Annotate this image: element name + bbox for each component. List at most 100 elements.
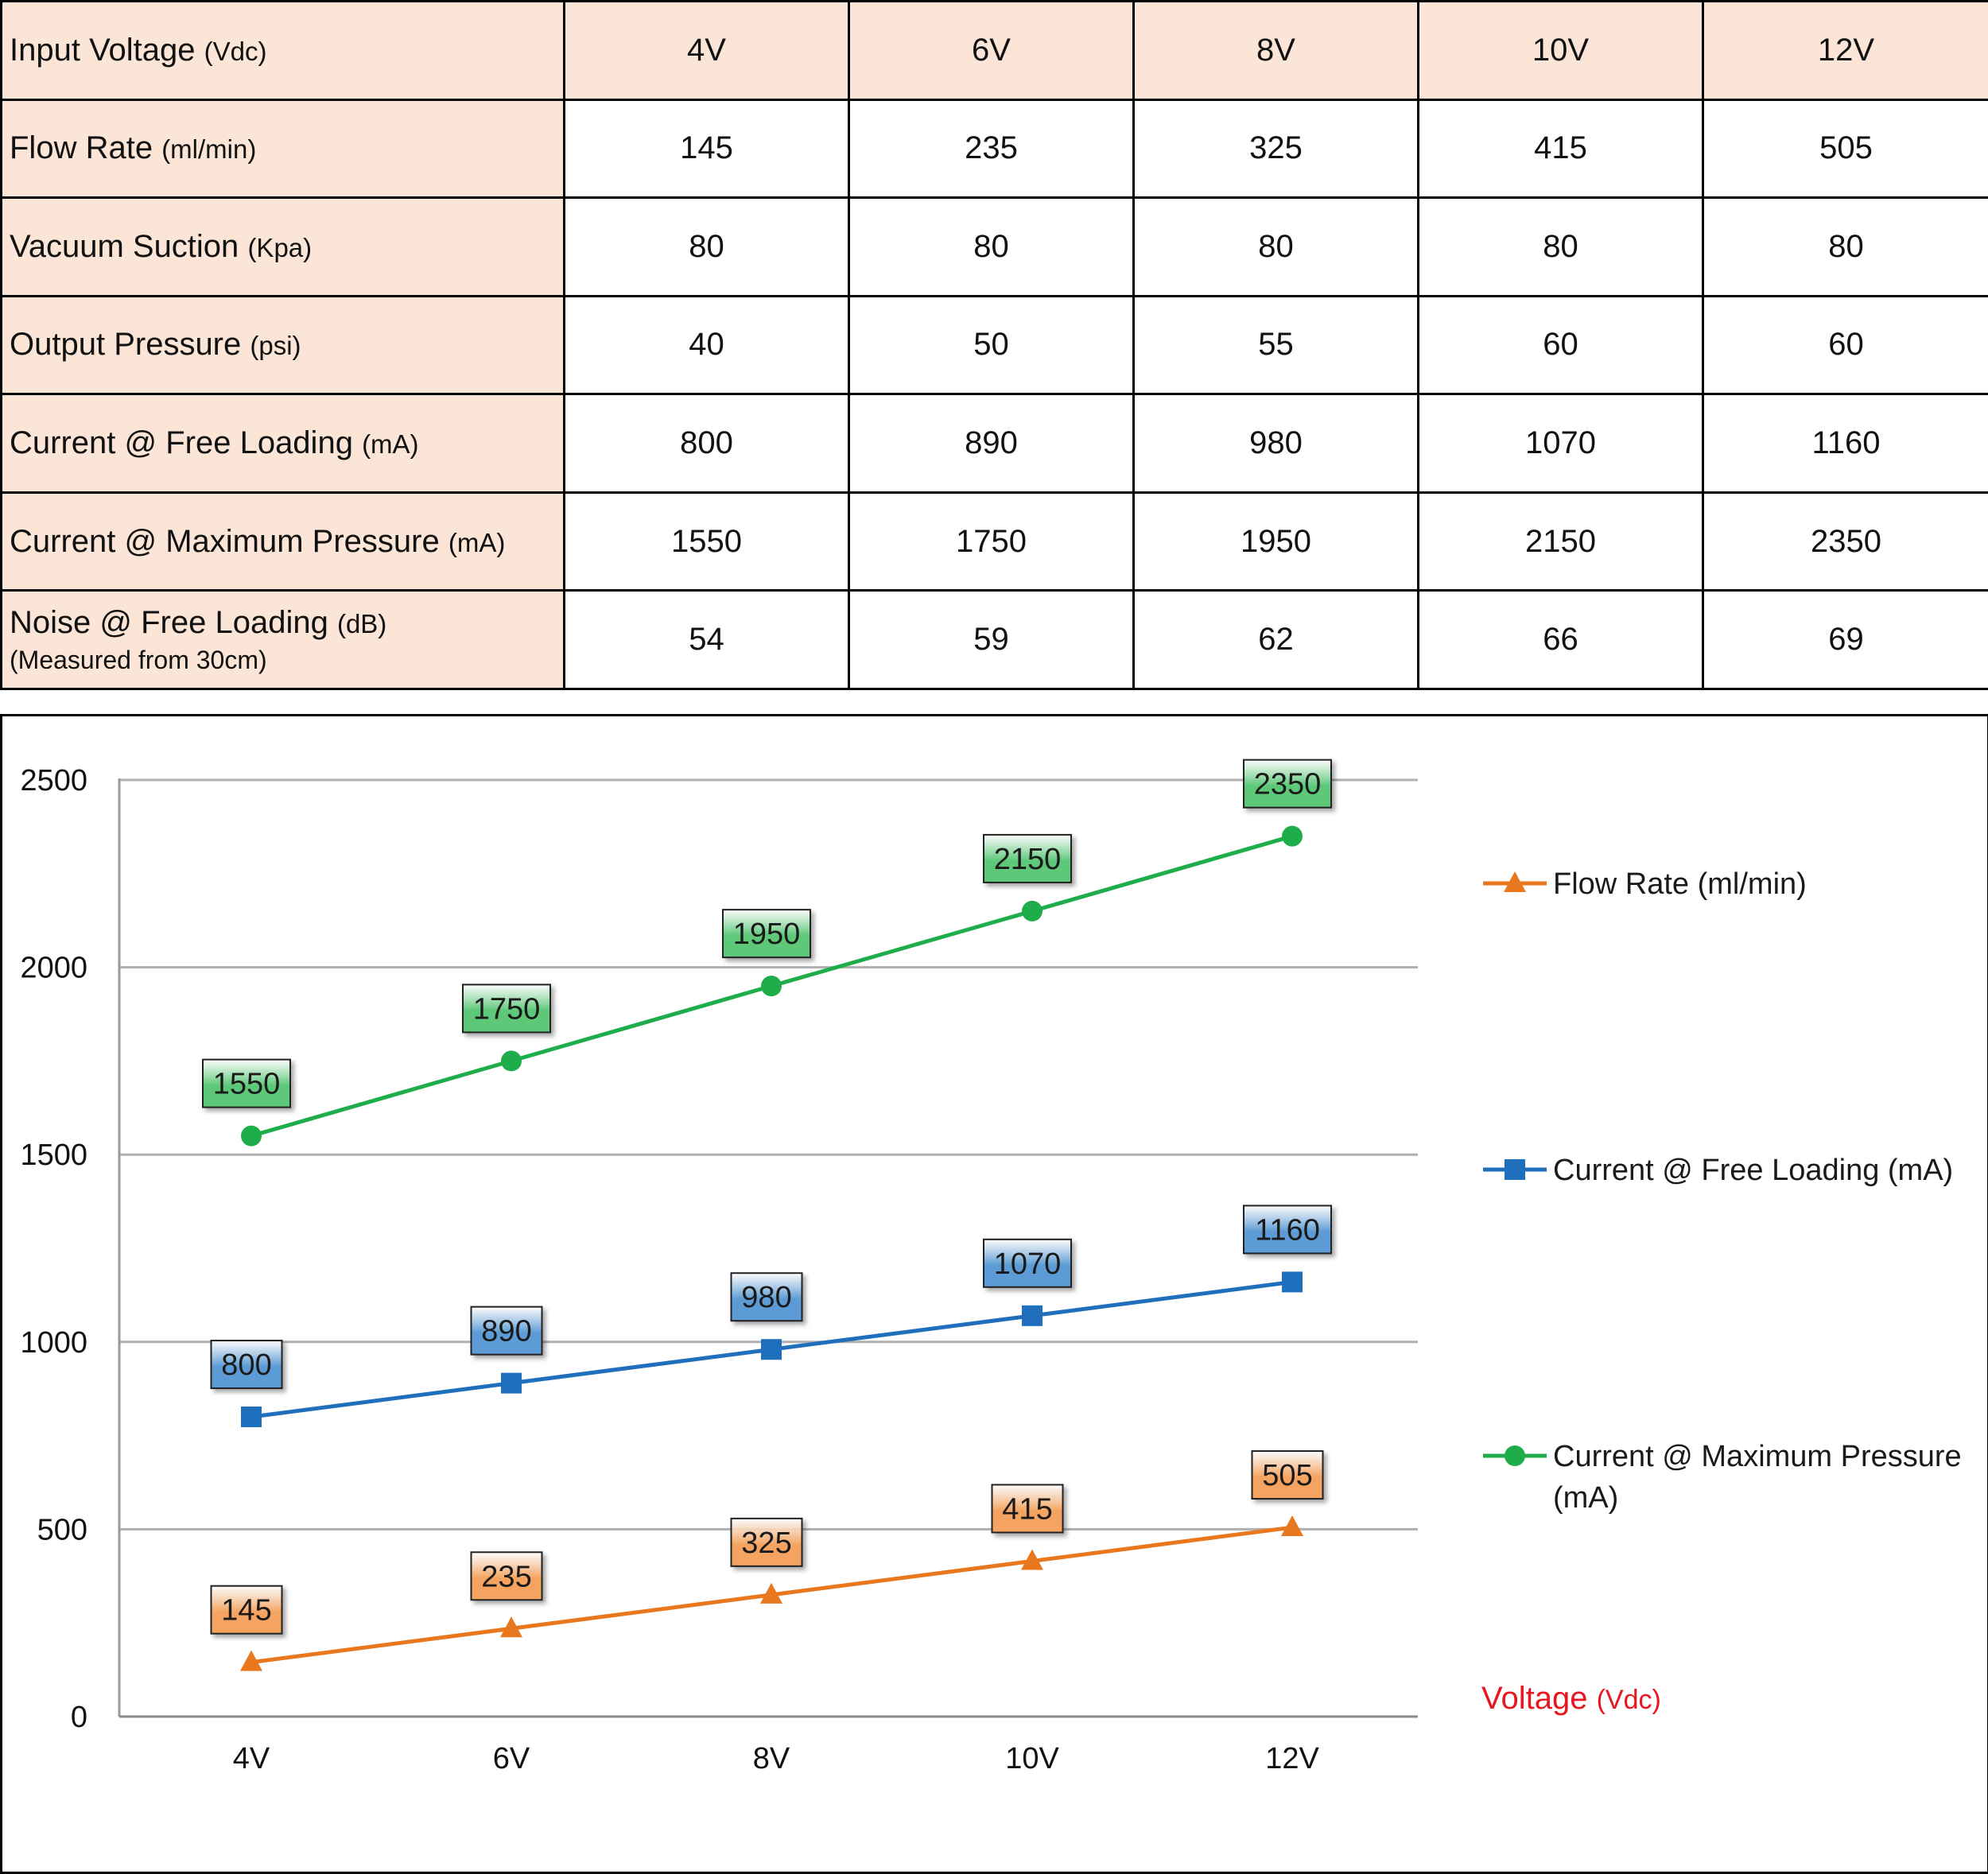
table-cell: 1550 — [563, 491, 850, 592]
data-label-box — [470, 1306, 543, 1356]
table-cell: 1160 — [1702, 393, 1988, 494]
table-cell: 1950 — [1132, 491, 1419, 592]
data-label: 2150 — [994, 843, 1062, 876]
data-point-triangle — [240, 1650, 262, 1671]
data-point-circle — [1282, 825, 1303, 847]
x-tick-label: 12V — [1265, 1742, 1319, 1775]
y-tick-label: 1500 — [20, 1139, 87, 1172]
table-cell: 40 — [563, 294, 850, 396]
header-cell: 12V — [1702, 0, 1988, 101]
table-header-row: Input Voltage (Vdc) 4V 6V 8V 10V 12V — [0, 0, 1988, 101]
data-label: 1750 — [473, 992, 541, 1026]
x-tick-label: 10V — [1005, 1742, 1059, 1775]
chart-panel: 0 500 1000 1500 2000 2500 4V 6V 8V 10V 12V 145 235 32… — [0, 714, 1988, 1874]
data-label-box — [1251, 1450, 1324, 1500]
y-tick-label: 2000 — [20, 952, 87, 985]
table-cell: 80 — [1702, 196, 1988, 297]
row-label-cell: Flow Rate (ml/min) — [0, 98, 565, 200]
data-label-box — [202, 1058, 291, 1108]
x-tick-label: 4V — [233, 1742, 270, 1775]
data-label-box — [730, 1517, 803, 1567]
table-row: Vacuum Suction (Kpa) 80 80 80 80 80 — [0, 196, 1988, 297]
data-label-box — [1243, 759, 1332, 809]
data-label: 1550 — [213, 1068, 281, 1101]
table-cell: 80 — [848, 196, 1135, 297]
header-cell: 10V — [1417, 0, 1704, 101]
table-row: Current @ Maximum Pressure (mA) 1550 1750 1… — [0, 491, 1988, 592]
table-row: Flow Rate (ml/min) 145 235 325 415 505 — [0, 98, 1988, 200]
data-label: 980 — [741, 1281, 791, 1314]
x-tick-label: 8V — [753, 1742, 790, 1775]
data-point-square — [761, 1339, 782, 1360]
data-label: 235 — [481, 1560, 531, 1593]
legend-label: Flow Rate (ml/min) — [1553, 867, 1807, 901]
data-label: 1160 — [1255, 1213, 1320, 1247]
table-cell: 800 — [563, 393, 850, 494]
data-label: 415 — [1002, 1492, 1052, 1526]
data-point-square — [1022, 1305, 1043, 1326]
row-label-cell: Current @ Maximum Pressure (mA) — [0, 491, 565, 592]
data-label: 890 — [481, 1315, 531, 1348]
row-label-cell: Current @ Free Loading (mA) — [0, 393, 565, 494]
data-point-square — [501, 1372, 522, 1394]
row-label-cell: Output Pressure (psi) — [0, 294, 565, 396]
x-axis-title: Voltage (Vdc) — [1481, 1681, 1661, 1716]
table-cell: 80 — [563, 196, 850, 297]
data-point-square — [241, 1406, 262, 1428]
data-label-box — [1243, 1205, 1332, 1255]
data-label-box — [983, 1238, 1072, 1288]
legend-marker-triangle — [1504, 871, 1526, 892]
row-label: Current @ Maximum Pressure — [10, 523, 440, 559]
row-label: Flow Rate — [10, 130, 153, 166]
row-unit: (Vdc) — [204, 36, 267, 66]
header-cell: 8V — [1132, 0, 1419, 101]
table-cell: 325 — [1132, 98, 1419, 200]
table-cell: 505 — [1702, 98, 1988, 200]
data-label-box — [991, 1484, 1064, 1534]
row-unit: (ml/min) — [161, 134, 257, 165]
data-point-circle — [501, 1050, 522, 1072]
data-label: 2350 — [1254, 768, 1322, 801]
row-label: Current @ Free Loading — [10, 425, 353, 461]
data-label: 1070 — [994, 1247, 1062, 1281]
line-chart: 0 500 1000 1500 2000 2500 4V 6V 8V 10V 12V 145 235 32… — [20, 759, 1962, 1775]
row-label-cell: Noise @ Free Loading (dB) (Measured from … — [0, 589, 565, 690]
data-point-triangle — [760, 1582, 782, 1604]
table-cell: 145 — [563, 98, 850, 200]
data-label: 145 — [221, 1594, 271, 1628]
row-label: Output Pressure — [10, 327, 242, 363]
y-tick-label: 1000 — [20, 1326, 87, 1360]
data-label: 800 — [221, 1348, 271, 1382]
legend-marker-circle — [1505, 1445, 1525, 1466]
table-cell: 80 — [1417, 196, 1704, 297]
table-cell: 60 — [1417, 294, 1704, 396]
row-unit: (Kpa) — [247, 232, 313, 262]
table-cell: 66 — [1417, 589, 1704, 690]
data-point-triangle — [1281, 1515, 1303, 1537]
table-cell: 50 — [848, 294, 1135, 396]
legend-label: Current @ Maximum Pressure — [1553, 1440, 1962, 1473]
row-label: Vacuum Suction — [10, 228, 239, 264]
legend-marker-square — [1505, 1159, 1525, 1180]
data-label: 505 — [1262, 1459, 1312, 1492]
table-row: Noise @ Free Loading (dB) (Measured from … — [0, 589, 1988, 690]
row-unit: (mA) — [448, 527, 506, 557]
data-label-box — [210, 1585, 283, 1635]
data-label-box — [470, 1551, 543, 1601]
table-row: Output Pressure (psi) 40 50 55 60 60 — [0, 294, 1988, 396]
data-label-box — [983, 833, 1072, 883]
table-row: Current @ Free Loading (mA) 800 890 980 1070… — [0, 393, 1988, 494]
row-unit: (dB) — [336, 608, 387, 638]
y-tick-label: 2500 — [20, 764, 87, 797]
table-cell: 54 — [563, 589, 850, 690]
table-cell: 235 — [848, 98, 1135, 200]
y-tick-label: 0 — [71, 1701, 87, 1734]
table-cell: 415 — [1417, 98, 1704, 200]
table-cell: 60 — [1702, 294, 1988, 396]
row-unit: (mA) — [362, 429, 419, 460]
data-label: 1950 — [733, 918, 801, 951]
data-label-box — [722, 909, 811, 959]
spec-table: Input Voltage (Vdc) 4V 6V 8V 10V 12V Flow Rate… — [0, 0, 1988, 690]
table-cell: 80 — [1132, 196, 1419, 297]
table-cell: 2150 — [1417, 491, 1704, 592]
